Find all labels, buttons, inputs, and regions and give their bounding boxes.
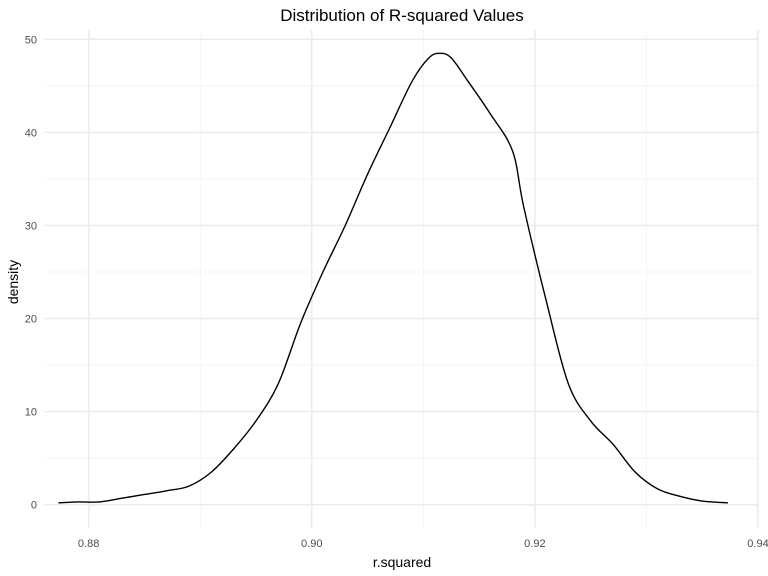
y-axis-title: density xyxy=(5,260,21,304)
chart-title: Distribution of R-squared Values xyxy=(280,6,523,25)
x-axis-title: r.squared xyxy=(373,554,431,570)
y-tick-label: 40 xyxy=(25,127,37,139)
y-tick-label: 50 xyxy=(25,34,37,46)
y-tick-label: 20 xyxy=(25,314,37,326)
y-tick-label: 10 xyxy=(25,407,37,419)
x-tick-label: 0.90 xyxy=(301,538,322,550)
x-tick-label: 0.88 xyxy=(78,538,99,550)
density-series xyxy=(58,52,728,504)
x-axis-tick-labels: 0.88 0.90 0.92 0.94 xyxy=(78,538,768,550)
y-tick-label: 0 xyxy=(31,500,37,512)
y-axis-tick-labels: 0 10 20 30 40 50 xyxy=(25,34,37,511)
density-line xyxy=(58,52,728,504)
x-tick-label: 0.92 xyxy=(524,538,545,550)
minor-gridlines xyxy=(44,30,758,528)
x-tick-label: 0.94 xyxy=(747,538,768,550)
y-tick-label: 30 xyxy=(25,220,37,232)
major-gridlines xyxy=(44,30,759,528)
